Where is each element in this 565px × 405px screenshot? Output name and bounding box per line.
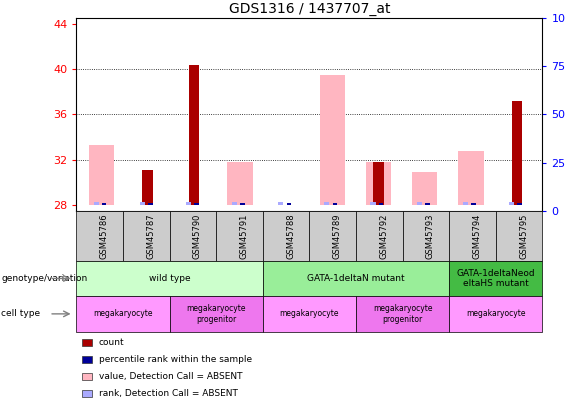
Text: GSM45789: GSM45789 xyxy=(333,213,342,259)
Bar xyxy=(186,202,191,205)
Text: GSM45792: GSM45792 xyxy=(379,213,388,259)
Text: GSM45790: GSM45790 xyxy=(193,213,202,259)
Text: GSM45791: GSM45791 xyxy=(240,213,249,259)
Text: megakaryocyte
progenitor: megakaryocyte progenitor xyxy=(186,304,246,324)
Text: percentile rank within the sample: percentile rank within the sample xyxy=(99,355,252,364)
Bar xyxy=(509,202,514,205)
Bar xyxy=(371,202,376,205)
Bar xyxy=(142,170,153,205)
Text: value, Detection Call = ABSENT: value, Detection Call = ABSENT xyxy=(99,372,242,381)
Bar xyxy=(140,202,145,205)
Bar xyxy=(379,202,384,205)
Text: GATA-1deltaNeod
eltaHS mutant: GATA-1deltaNeod eltaHS mutant xyxy=(457,269,535,288)
Bar xyxy=(471,202,476,205)
Text: genotype/variation: genotype/variation xyxy=(1,274,88,283)
Text: GSM45788: GSM45788 xyxy=(286,213,295,259)
Bar xyxy=(518,202,522,205)
Text: megakaryocyte: megakaryocyte xyxy=(466,309,525,318)
Text: wild type: wild type xyxy=(149,274,190,283)
Bar xyxy=(463,202,468,205)
Bar xyxy=(194,202,199,205)
Bar xyxy=(89,145,114,205)
Bar xyxy=(412,172,437,205)
Text: GSM45794: GSM45794 xyxy=(472,213,481,259)
Bar xyxy=(324,202,329,205)
Bar xyxy=(512,101,523,205)
Bar xyxy=(232,202,237,205)
Bar xyxy=(458,151,484,205)
Text: megakaryocyte
progenitor: megakaryocyte progenitor xyxy=(373,304,432,324)
Bar xyxy=(425,202,429,205)
Text: megakaryocyte: megakaryocyte xyxy=(280,309,339,318)
Text: GATA-1deltaN mutant: GATA-1deltaN mutant xyxy=(307,274,405,283)
Bar xyxy=(278,202,283,205)
Text: GSM45787: GSM45787 xyxy=(146,213,155,259)
Bar xyxy=(320,75,345,205)
Bar xyxy=(373,162,384,205)
Bar xyxy=(366,162,391,205)
Bar xyxy=(102,202,106,205)
Bar xyxy=(228,162,253,205)
Text: rank, Detection Call = ABSENT: rank, Detection Call = ABSENT xyxy=(99,389,238,398)
Text: GSM45795: GSM45795 xyxy=(519,213,528,259)
Bar xyxy=(286,202,291,205)
Bar xyxy=(94,202,99,205)
Text: cell type: cell type xyxy=(1,309,40,318)
Bar xyxy=(189,65,199,205)
Bar xyxy=(240,202,245,205)
Bar xyxy=(148,202,153,205)
Bar xyxy=(333,202,337,205)
Text: GSM45786: GSM45786 xyxy=(99,213,108,259)
Bar xyxy=(416,202,421,205)
Text: GSM45793: GSM45793 xyxy=(426,213,435,259)
Title: GDS1316 / 1437707_at: GDS1316 / 1437707_at xyxy=(229,2,390,16)
Text: count: count xyxy=(99,338,124,347)
Text: megakaryocyte: megakaryocyte xyxy=(93,309,153,318)
